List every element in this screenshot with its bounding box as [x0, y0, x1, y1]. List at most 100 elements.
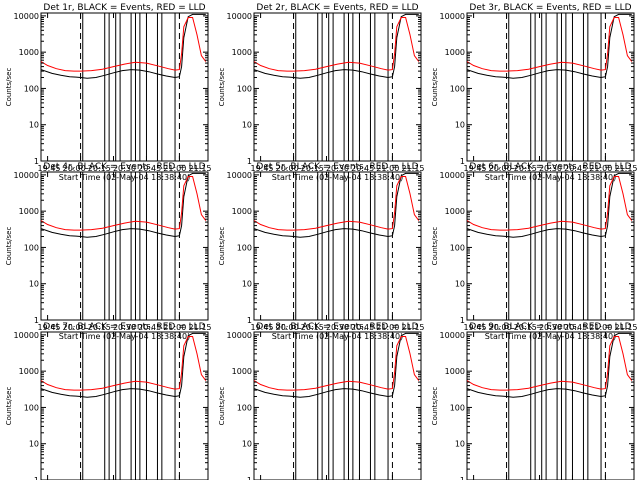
- events-series-line: [467, 13, 632, 79]
- plot-frame: [40, 12, 209, 162]
- y-tick-label: 10000: [227, 12, 252, 21]
- panel-title: Det 2r, BLACK = Events, RED = LLD: [256, 3, 418, 13]
- x-tick-label: 20:00: [489, 164, 512, 173]
- y-tick-label: 10000: [227, 331, 252, 340]
- x-tick-label: 20:15: [301, 323, 324, 332]
- x-tick-label: 20:30: [326, 164, 349, 173]
- x-tick-label: 20:15: [88, 323, 111, 332]
- y-tick-label: 100: [237, 403, 252, 412]
- y-tick-label: 100: [237, 243, 252, 252]
- panel-title: Det 7r, BLACK = Events, RED = LLD: [43, 322, 205, 332]
- plot-area: [467, 332, 633, 480]
- y-tick-label: 10000: [440, 171, 465, 180]
- x-tick-label: 19:45: [37, 164, 60, 173]
- x-tick-label: 20:00: [63, 323, 86, 332]
- plot-area: [41, 13, 207, 161]
- y-tick-label: 1000: [232, 207, 252, 216]
- plot-area: [41, 332, 207, 480]
- y-tick-label: 1000: [19, 48, 39, 57]
- panel-8: Det 8r, BLACK = Events, RED = LLD 1 10 100 1…: [218, 322, 422, 480]
- plot-frame: [466, 12, 635, 162]
- events-series-line: [254, 172, 419, 238]
- y-tick-label: 1000: [232, 367, 252, 376]
- x-tick-label: 21:00: [376, 323, 399, 332]
- y-tick-label: 1000: [445, 367, 465, 376]
- x-tick-label: 20:00: [489, 323, 512, 332]
- panel-2: Det 2r, BLACK = Events, RED = LLD 1 10 100 1…: [218, 3, 425, 182]
- lld-series-line: [467, 17, 633, 72]
- y-tick-label: 100: [24, 243, 39, 252]
- plot-frame: [466, 331, 635, 480]
- panel-3: Det 3r, BLACK = Events, RED = LLD 1 10 100 1…: [431, 3, 638, 182]
- y-tick-label: 1000: [19, 207, 39, 216]
- plot-frame: [253, 171, 422, 321]
- x-axis-label: Start Time (02-May-04 18:38:40): [59, 173, 190, 182]
- y-axis-label: Counts/sec: [5, 68, 13, 107]
- panel-1: Det 1r, BLACK = Events, RED = LLD 1 10 100 1…: [5, 3, 212, 182]
- y-axis-label: Counts/sec: [5, 387, 13, 426]
- lld-series-line: [41, 17, 207, 72]
- panel-4: Det 4r, BLACK = Events, RED = LLD 1 10 100 1…: [5, 162, 212, 341]
- y-axis-label: Counts/sec: [218, 387, 226, 426]
- panel-title: Det 1r, BLACK = Events, RED = LLD: [43, 3, 205, 13]
- x-tick-label: 20:45: [138, 323, 161, 332]
- y-axis-label: Counts/sec: [431, 387, 439, 426]
- x-tick-label: 20:30: [326, 323, 349, 332]
- x-tick-label: 20:00: [276, 164, 299, 173]
- x-tick-label: 20:00: [276, 323, 299, 332]
- plot-area: [254, 172, 420, 320]
- x-tick-label: 21:15: [401, 323, 424, 332]
- x-tick-label: 21:00: [589, 164, 612, 173]
- lld-series-line: [467, 176, 633, 231]
- events-series-line: [467, 172, 632, 238]
- x-tick-label: 20:45: [564, 164, 587, 173]
- y-tick-label: 10: [242, 440, 252, 449]
- x-axis-label: Start Time (02-May-04 18:38:40): [485, 173, 616, 182]
- panel-title: Det 3r, BLACK = Events, RED = LLD: [469, 3, 631, 13]
- y-tick-label: 10000: [440, 331, 465, 340]
- panel-6: Det 6r, BLACK = Events, RED = LLD 1 10 100 1…: [431, 162, 638, 341]
- plot-area: [467, 13, 633, 161]
- x-tick-label: 21:15: [188, 164, 211, 173]
- plot-frame: [40, 331, 209, 480]
- plot-frame: [466, 171, 635, 321]
- plot-frame: [40, 171, 209, 321]
- y-tick-label: 1: [247, 157, 252, 166]
- x-tick-label: 20:15: [514, 323, 537, 332]
- plot-area: [254, 13, 420, 161]
- events-series-line: [41, 172, 206, 238]
- y-axis-label: Counts/sec: [218, 68, 226, 107]
- x-axis-label: Start Time (02-May-04 18:38:40): [272, 173, 403, 182]
- y-tick-label: 100: [24, 84, 39, 93]
- y-tick-label: 10: [29, 121, 39, 130]
- x-tick-label: 20:30: [113, 164, 136, 173]
- x-tick-label: 21:00: [589, 323, 612, 332]
- x-tick-label: 21:00: [163, 164, 186, 173]
- y-tick-label: 1: [34, 316, 39, 325]
- plot-area: [254, 332, 420, 480]
- events-series-line: [254, 332, 419, 398]
- x-tick-label: 20:45: [351, 164, 374, 173]
- plot-frame: [253, 331, 422, 480]
- y-tick-label: 1000: [445, 207, 465, 216]
- y-tick-label: 10000: [227, 171, 252, 180]
- panel-title: Det 8r, BLACK = Events, RED = LLD: [256, 322, 418, 332]
- panel-9: Det 9r, BLACK = Events, RED = LLD 1 10 100 1…: [431, 322, 635, 480]
- y-tick-label: 10: [455, 121, 465, 130]
- y-tick-label: 1000: [19, 367, 39, 376]
- panel-title: Det 5r, BLACK = Events, RED = LLD: [256, 162, 418, 172]
- y-tick-label: 1: [247, 316, 252, 325]
- panel-title: Det 6r, BLACK = Events, RED = LLD: [469, 162, 631, 172]
- x-tick-label: 19:45: [250, 323, 273, 332]
- panel-title: Det 4r, BLACK = Events, RED = LLD: [43, 162, 205, 172]
- x-tick-label: 20:45: [351, 323, 374, 332]
- events-series-line: [41, 13, 206, 79]
- plot-area: [41, 172, 207, 320]
- y-tick-label: 100: [450, 403, 465, 412]
- x-tick-label: 21:00: [163, 323, 186, 332]
- y-tick-label: 10: [242, 121, 252, 130]
- x-tick-label: 20:30: [539, 164, 562, 173]
- lld-series-line: [41, 336, 207, 391]
- x-tick-label: 21:15: [614, 323, 637, 332]
- x-axis-label: Start Time (02-May-04 18:38:40): [485, 332, 616, 341]
